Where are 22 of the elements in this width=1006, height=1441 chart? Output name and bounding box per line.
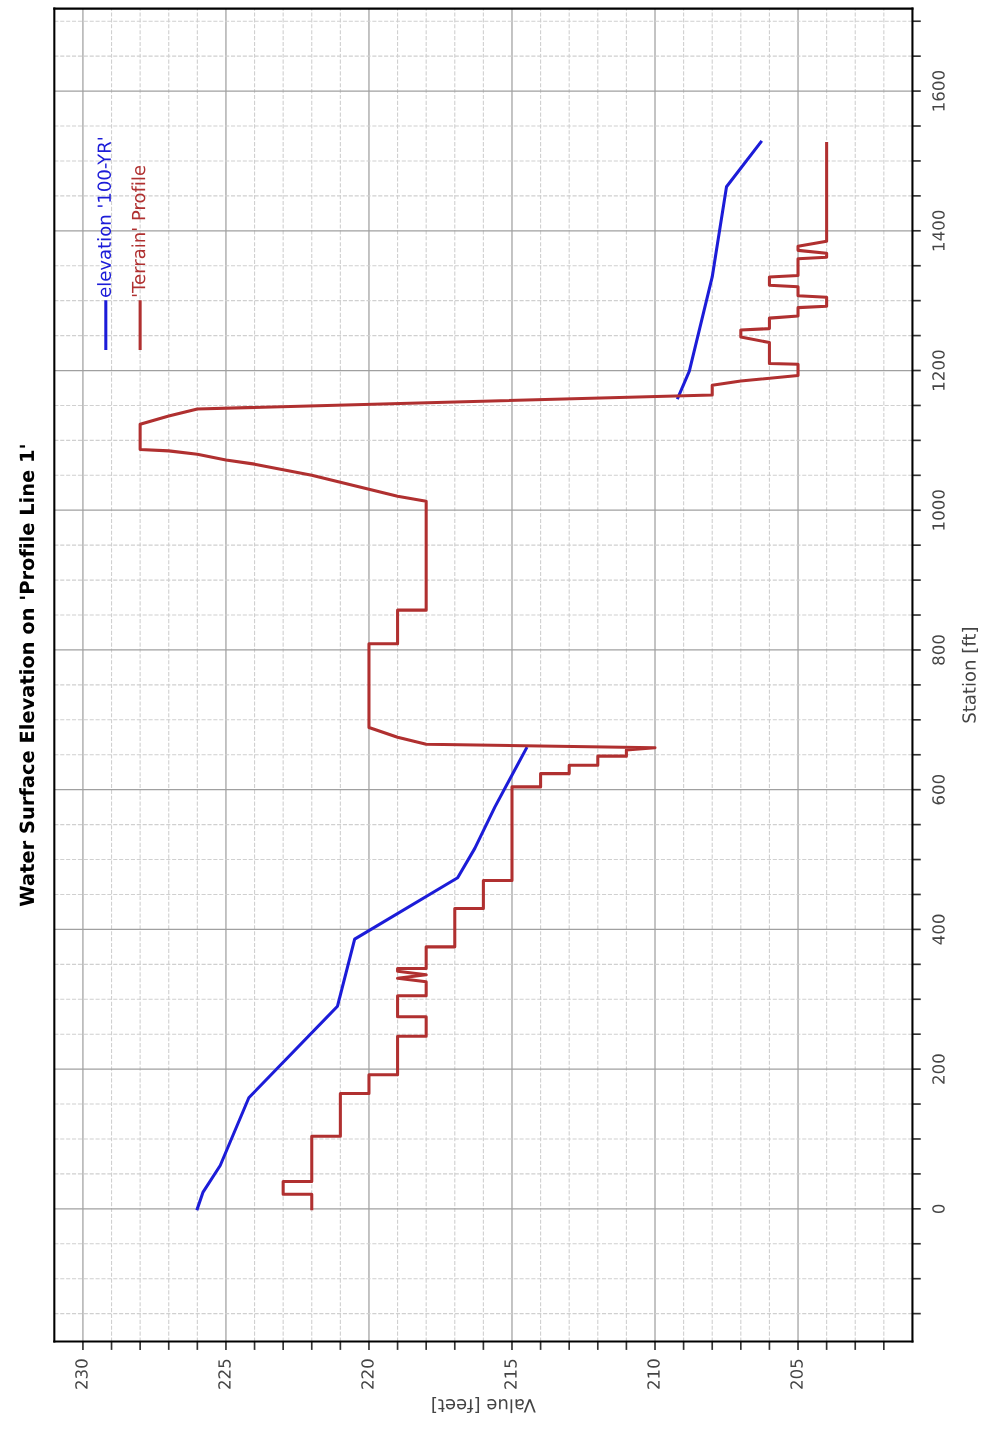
y-tick-label: 0: [932, 1204, 945, 1214]
x-tick-label: 225: [218, 1359, 231, 1389]
x-tick-label: 230: [75, 1359, 88, 1389]
x-tick-label: 220: [361, 1359, 374, 1389]
text: Water Surface Elevation on 'Profile Line 1': [19, 445, 35, 907]
text: 'Terrain' Profile: [131, 165, 146, 297]
x-tick-label: 215: [504, 1359, 517, 1389]
y-tick-label: 400: [932, 914, 945, 945]
y-axis-title: Station [ft]: [961, 628, 979, 723]
line-series: [676, 140, 763, 400]
y-tick-label: 200: [932, 1054, 945, 1084]
y-tick-label: 1400: [932, 210, 945, 251]
y-tick-label: 1600: [932, 70, 945, 111]
y-tick-label: 800: [932, 635, 945, 665]
x-axis-title: Value [feet]: [432, 1396, 536, 1414]
x-tick-label: 210: [647, 1359, 660, 1389]
x-tick-label: 205: [790, 1359, 803, 1389]
y-tick-label: 1000: [932, 490, 945, 530]
y-tick-label: 1200: [932, 350, 945, 390]
y-tick-label: 600: [932, 774, 945, 805]
line-series: [195, 746, 528, 1211]
text: elevation '100-YR': [97, 137, 112, 297]
